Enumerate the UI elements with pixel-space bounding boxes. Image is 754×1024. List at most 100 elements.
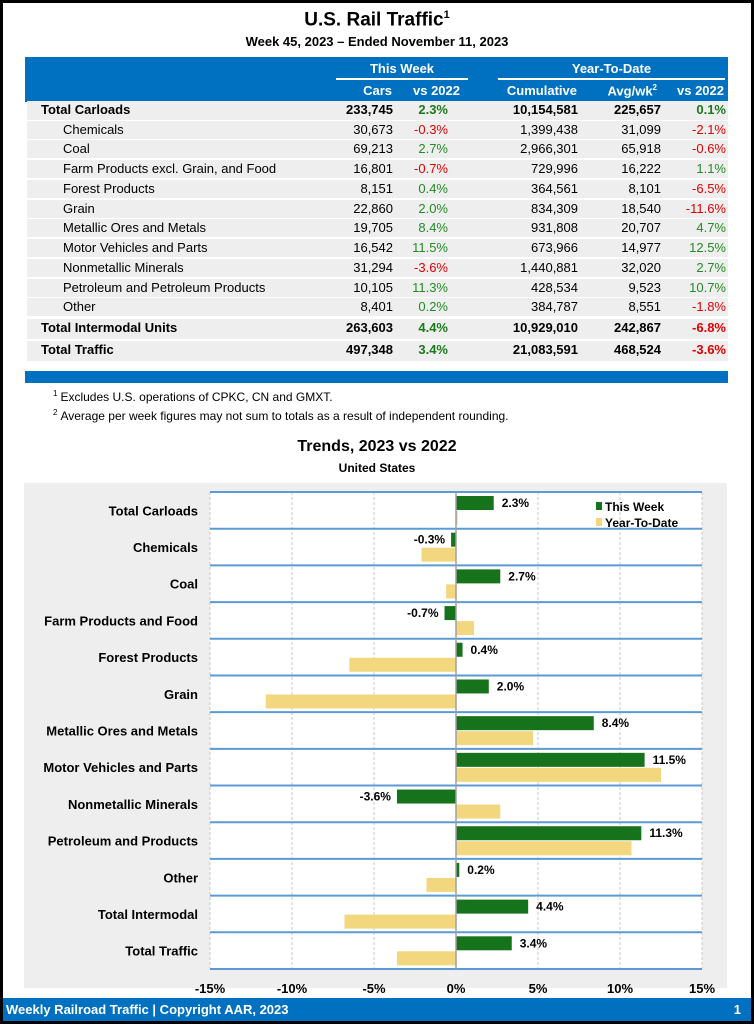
cumulative-value: 1,440,881 (520, 260, 578, 275)
table-row: Total Traffic 497,348 3.4% 21,083,591 468,52… (27, 341, 728, 361)
ytd-vs-value: -3.6% (692, 342, 726, 357)
chart-subtitle: United States (338, 461, 416, 475)
cumulative-value: 673,966 (531, 240, 578, 255)
row-label: Nonmetallic Minerals (63, 260, 184, 275)
ytd-vs-value: 2.7% (696, 260, 726, 275)
tw-vs-value: 11.3% (412, 280, 448, 295)
avg-value: 16,222 (621, 161, 661, 176)
tw-vs-value: 2.3% (418, 102, 448, 117)
page-subtitle: Week 45, 2023 – Ended November 11, 2023 (245, 34, 509, 49)
x-tick-label: 15% (689, 981, 715, 996)
row-label: Total Intermodal Units (41, 320, 178, 335)
row-label: Motor Vehicles and Parts (63, 240, 208, 255)
ytd-vs-value: 4.7% (696, 220, 726, 235)
x-tick-label: 5% (529, 981, 548, 996)
table-footer-bar (25, 371, 728, 383)
cumulative-value: 384,787 (531, 299, 578, 314)
cars-value: 263,603 (346, 320, 393, 335)
table-row: Motor Vehicles and Parts 16,542 11.5% 673,9… (27, 239, 728, 257)
row-label: Forest Products (63, 181, 155, 196)
col-cumulative: Cumulative (506, 83, 577, 98)
footer-text: Weekly Railroad Traffic | Copyright AAR,… (6, 1002, 289, 1017)
tw-vs-value: 0.2% (418, 299, 448, 314)
cars-value: 69,213 (353, 141, 393, 156)
group-this-week: This Week (336, 61, 468, 80)
tw-vs-value: 4.4% (418, 320, 448, 335)
bar-this-week (456, 752, 645, 767)
category-label: Nonmetallic Minerals (68, 797, 198, 812)
data-label: 2.7% (508, 569, 536, 583)
page-number: 1 (733, 1002, 741, 1017)
avg-value: 20,707 (621, 220, 661, 235)
category-label: Total Carloads (109, 503, 198, 518)
row-label: Total Traffic (41, 342, 114, 357)
category-label: Metallic Ores and Metals (46, 724, 198, 739)
bar-ytd (421, 547, 456, 562)
data-label: 8.4% (602, 716, 630, 730)
avg-value: 18,540 (621, 201, 661, 216)
col-cars: Cars (363, 83, 392, 98)
ytd-vs-value: 1.1% (696, 161, 726, 176)
avg-value: 32,020 (621, 260, 661, 275)
ytd-vs-value: -6.8% (692, 320, 726, 335)
bar-this-week (444, 606, 456, 621)
cars-value: 22,860 (353, 201, 393, 216)
data-label: -3.6% (360, 790, 392, 804)
data-label: 0.4% (471, 643, 499, 657)
tw-vs-value: 2.7% (418, 141, 448, 156)
cars-value: 19,705 (353, 220, 393, 235)
ytd-vs-value: 0.1% (696, 102, 726, 117)
col-ytd-vs: vs 2022 (677, 83, 724, 98)
footnote-2: 2 Average per week figures may not sum to… (53, 408, 509, 423)
row-label: Total Carloads (41, 102, 131, 117)
bar-ytd (456, 767, 661, 782)
bar-ytd (456, 731, 534, 746)
group-underline (498, 78, 725, 80)
data-label: -0.3% (414, 533, 446, 547)
avg-value: 9,523 (628, 280, 661, 295)
cumulative-value: 10,929,010 (512, 320, 578, 335)
category-label: Total Intermodal (98, 907, 198, 922)
ytd-vs-value: -11.6% (685, 201, 726, 216)
x-tick-label: 0% (447, 981, 466, 996)
category-label: Petroleum and Products (48, 834, 198, 849)
cars-value: 497,348 (346, 342, 393, 357)
legend-swatch-this-week (596, 502, 602, 510)
cars-value: 30,673 (353, 122, 393, 137)
row-label: Coal (63, 141, 90, 156)
table-row: Total Intermodal Units 263,603 4.4% 10,929,… (27, 319, 728, 339)
data-label: 11.5% (653, 753, 687, 767)
page-footer: Weekly Railroad Traffic | Copyright AAR,… (3, 998, 751, 1021)
bar-this-week (456, 496, 494, 510)
ytd-vs-value: -6.5% (692, 181, 726, 196)
tw-vs-value: 0.4% (418, 181, 448, 196)
bar-this-week (456, 642, 463, 657)
cumulative-value: 834,309 (531, 201, 578, 216)
trends-chart: 2.3% Total Carloads -0.3% Chemicals 2.7% Coal… (43, 491, 715, 996)
cars-value: 16,801 (353, 161, 393, 176)
category-label: Motor Vehicles and Parts (43, 760, 198, 775)
row-label: Farm Products excl. Grain, and Food (63, 161, 277, 176)
category-label: Chemicals (133, 540, 198, 555)
avg-value: 8,551 (628, 299, 661, 314)
data-label: -0.7% (407, 606, 439, 620)
bar-this-week (456, 679, 489, 694)
table-row: Chemicals 30,673 -0.3% 1,399,438 31,099 -2.1% (27, 121, 728, 139)
table-row: Nonmetallic Minerals 31,294 -3.6% 1,440,881… (27, 259, 728, 277)
cumulative-value: 2,966,301 (520, 141, 578, 156)
cars-value: 233,745 (346, 102, 393, 117)
avg-value: 31,099 (621, 122, 661, 137)
avg-value: 8,101 (628, 181, 661, 196)
cars-value: 8,151 (360, 181, 393, 196)
table-row: Total Carloads 233,745 2.3% 10,154,581 225,6… (27, 101, 728, 120)
group-ytd: Year-To-Date (498, 61, 725, 80)
x-tick-label: 10% (607, 981, 633, 996)
col-avg: Avg/wk2 (607, 83, 657, 99)
footnote-1: 1 Excludes U.S. operations of CPKC, CN an… (53, 389, 333, 404)
legend-label-ytd: Year-To-Date (605, 516, 678, 530)
cars-value: 16,542 (353, 240, 393, 255)
avg-value: 65,918 (621, 141, 661, 156)
data-label: 2.0% (497, 679, 525, 693)
cumulative-value: 21,083,591 (512, 342, 578, 357)
row-label: Other (63, 299, 96, 314)
